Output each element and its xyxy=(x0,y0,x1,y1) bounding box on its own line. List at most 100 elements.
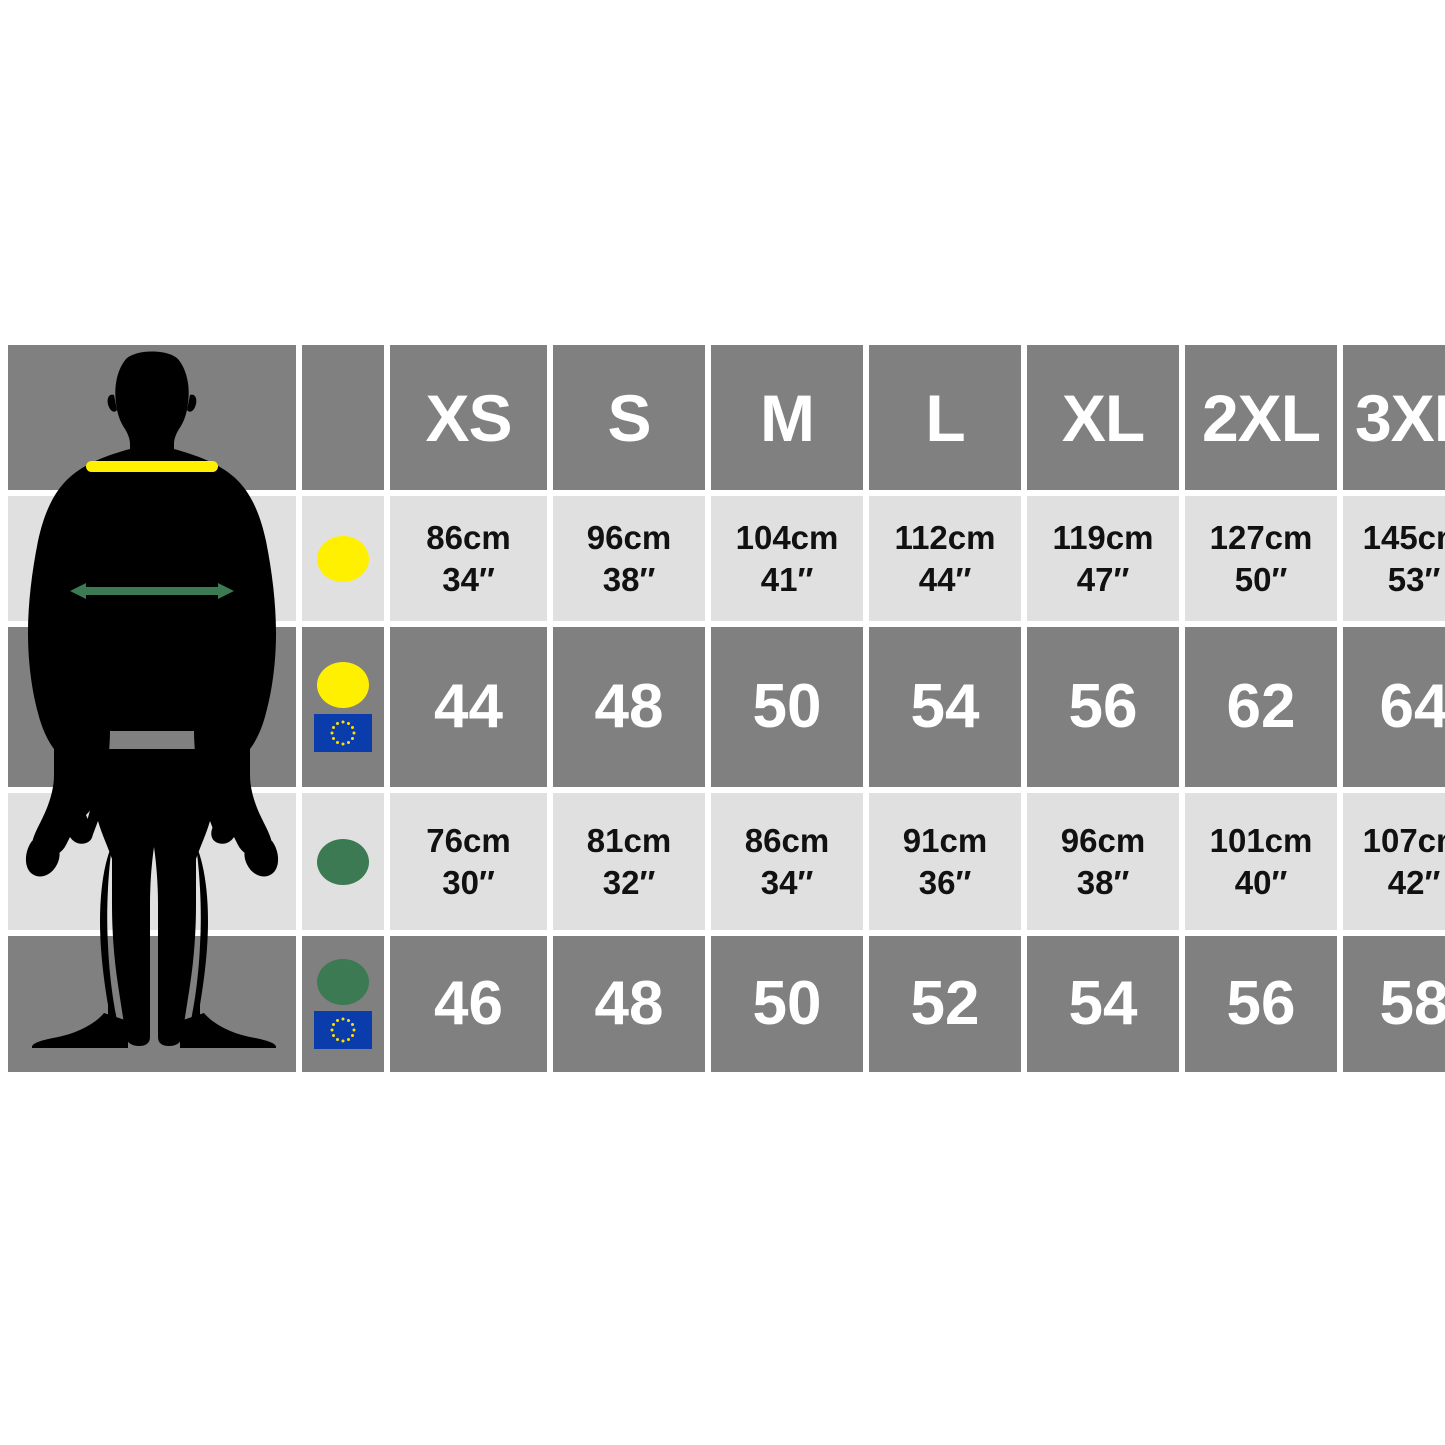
waist-eu-cell-xl: 54 xyxy=(1027,936,1179,1072)
chest-cm-2xl: 127cm xyxy=(1209,519,1313,557)
chest-cell-s: 96cm 38″ xyxy=(553,496,705,621)
yellow-circle-icon xyxy=(317,662,369,708)
chest-cell-xl: 119cm 47″ xyxy=(1027,496,1179,621)
icon-cell-chest xyxy=(302,496,384,621)
body-figure-panel xyxy=(8,345,296,1072)
table-cell-text: 91cm 36″ xyxy=(903,820,987,903)
size-label-xs: XS xyxy=(425,380,512,455)
waist-eu-cell-l: 52 xyxy=(869,936,1021,1072)
waist-cell-xs: 76cm 30″ xyxy=(390,793,547,930)
size-label-s: S xyxy=(607,380,651,455)
header-cell-2xl: 2XL xyxy=(1185,345,1337,490)
chest-in-xl: 47″ xyxy=(1076,560,1130,598)
chest-eu-cell-xs: 44 xyxy=(390,627,547,787)
waist-cm-xs: 76cm xyxy=(426,822,511,860)
waist-in-s: 32″ xyxy=(602,863,656,901)
waist-eu-cell-xs: 46 xyxy=(390,936,547,1072)
yellow-circle-icon xyxy=(317,535,369,582)
chest-cm-m: 104cm xyxy=(735,519,839,557)
chest-eu-cell-l: 54 xyxy=(869,627,1021,787)
eu-stars-icon xyxy=(330,720,356,746)
table-cell-text: 96cm 38″ xyxy=(587,517,671,600)
chest-eu-l: 54 xyxy=(910,672,980,741)
chest-eu-cell-m: 50 xyxy=(711,627,863,787)
size-label-2xl: 2XL xyxy=(1201,380,1321,455)
chest-cm-s: 96cm xyxy=(586,519,672,557)
table-cell-text: 112cm 44″ xyxy=(895,517,996,600)
header-cell-xl: XL xyxy=(1027,345,1179,490)
size-label-l: L xyxy=(925,380,965,455)
waist-cell-3xl: 107cm 42″ xyxy=(1343,793,1445,930)
waist-eu-m: 50 xyxy=(752,969,822,1038)
size-chart: XS S M L XL 2XL 3XL 86cm 34″ xyxy=(8,345,1445,1072)
chest-eu-cell-3xl: 64 xyxy=(1343,627,1445,787)
header-cell-l: L xyxy=(869,345,1021,490)
waist-eu-3xl: 58 xyxy=(1379,969,1445,1038)
chest-cm-3xl: 145cm xyxy=(1362,519,1445,557)
green-circle-icon xyxy=(317,959,369,1005)
icon-cell-header xyxy=(302,345,384,490)
chest-cm-xl: 119cm xyxy=(1052,519,1154,557)
header-cell-s: S xyxy=(553,345,705,490)
icon-cell-waist-eu xyxy=(302,936,384,1072)
table-cell-text: 104cm 41″ xyxy=(736,517,839,600)
eu-flag-icon xyxy=(314,714,372,752)
chest-eu-xl: 56 xyxy=(1068,672,1138,741)
size-label-3xl: 3XL xyxy=(1354,380,1445,455)
waist-eu-2xl: 56 xyxy=(1226,969,1296,1038)
table-cell-text: 119cm 47″ xyxy=(1053,517,1154,600)
waist-in-m: 34″ xyxy=(760,863,814,901)
chest-eu-s: 48 xyxy=(594,672,664,741)
header-cell-3xl: 3XL xyxy=(1343,345,1445,490)
chest-in-xs: 34″ xyxy=(442,560,495,598)
chest-cell-xs: 86cm 34″ xyxy=(390,496,547,621)
chest-eu-cell-s: 48 xyxy=(553,627,705,787)
size-label-m: M xyxy=(760,380,815,455)
table-cell-text: 76cm 30″ xyxy=(426,820,510,903)
waist-cm-l: 91cm xyxy=(902,822,988,860)
chest-cell-2xl: 127cm 50″ xyxy=(1185,496,1337,621)
table-cell-text: 86cm 34″ xyxy=(745,820,829,903)
waist-eu-cell-3xl: 58 xyxy=(1343,936,1445,1072)
chest-cm-xs: 86cm xyxy=(426,519,511,557)
table-cell-text: 81cm 32″ xyxy=(587,820,671,903)
eu-flag-icon xyxy=(314,1011,372,1049)
table-cell-text: 107cm 42″ xyxy=(1363,820,1445,903)
header-cell-xs: XS xyxy=(390,345,547,490)
chest-cm-l: 112cm xyxy=(894,519,996,557)
waist-cm-m: 86cm xyxy=(744,822,830,860)
chest-measure-line xyxy=(86,461,218,472)
table-cell-text: 145cm 53″ xyxy=(1363,517,1445,600)
waist-measure-arrow xyxy=(70,583,234,599)
chest-eu-cell-2xl: 62 xyxy=(1185,627,1337,787)
chest-eu-cell-xl: 56 xyxy=(1027,627,1179,787)
icon-cell-chest-eu xyxy=(302,627,384,787)
waist-in-l: 36″ xyxy=(918,863,972,901)
chest-eu-3xl: 64 xyxy=(1379,672,1445,741)
green-circle-icon xyxy=(317,838,369,885)
chest-in-s: 38″ xyxy=(602,560,656,598)
chest-in-m: 41″ xyxy=(760,560,814,598)
waist-cm-xl: 96cm xyxy=(1060,822,1146,860)
chest-in-2xl: 50″ xyxy=(1234,560,1288,598)
waist-in-3xl: 42″ xyxy=(1387,863,1441,901)
waist-eu-l: 52 xyxy=(910,969,980,1038)
table-cell-text: 86cm 34″ xyxy=(426,517,510,600)
waist-eu-cell-s: 48 xyxy=(553,936,705,1072)
chest-cell-m: 104cm 41″ xyxy=(711,496,863,621)
chest-eu-xs: 44 xyxy=(434,672,503,741)
waist-cm-3xl: 107cm xyxy=(1362,822,1445,860)
waist-cell-xl: 96cm 38″ xyxy=(1027,793,1179,930)
icon-cell-waist xyxy=(302,793,384,930)
waist-eu-cell-m: 50 xyxy=(711,936,863,1072)
waist-cell-2xl: 101cm 40″ xyxy=(1185,793,1337,930)
table-cell-text: 96cm 38″ xyxy=(1061,820,1145,903)
table-cell-text: 101cm 40″ xyxy=(1210,820,1313,903)
waist-cell-m: 86cm 34″ xyxy=(711,793,863,930)
waist-in-xl: 38″ xyxy=(1076,863,1130,901)
waist-eu-xs: 46 xyxy=(434,969,503,1038)
chest-in-3xl: 53″ xyxy=(1387,560,1441,598)
header-cell-m: M xyxy=(711,345,863,490)
chest-cell-3xl: 145cm 53″ xyxy=(1343,496,1445,621)
eu-stars-icon xyxy=(330,1017,356,1043)
